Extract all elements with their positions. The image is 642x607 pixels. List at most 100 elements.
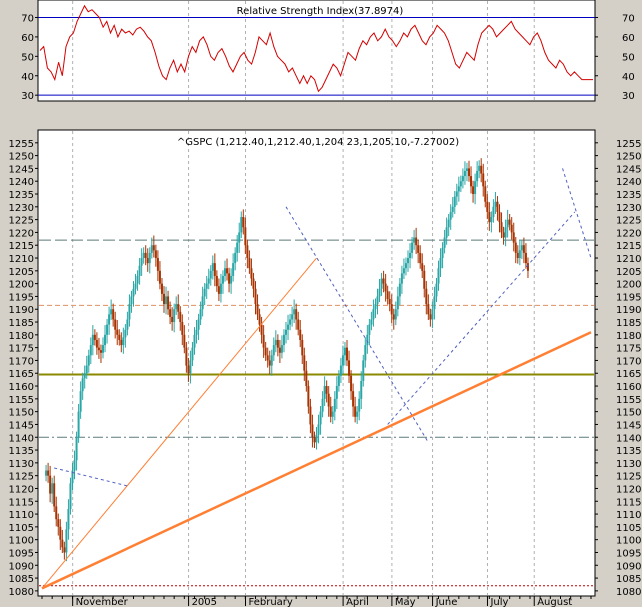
price-candle-body bbox=[45, 470, 48, 476]
price-candle-body bbox=[106, 324, 109, 335]
price-candle-body bbox=[258, 314, 261, 325]
price-candle-body bbox=[461, 176, 464, 182]
price-candle-body bbox=[87, 355, 90, 366]
price-tick-label-left: 1145 bbox=[9, 420, 34, 431]
price-candle-body bbox=[346, 347, 348, 361]
price-tick-label-right: 1170 bbox=[616, 356, 641, 367]
price-tick-label-right: 1090 bbox=[616, 561, 641, 572]
price-candle-body bbox=[83, 373, 86, 379]
price-candle-body bbox=[104, 334, 107, 346]
price-candle-body bbox=[91, 334, 94, 346]
price-tick-label-left: 1170 bbox=[9, 356, 34, 367]
price-candle-body bbox=[95, 339, 98, 348]
price-tick-label-left: 1235 bbox=[9, 190, 34, 201]
price-tick-label-right: 1100 bbox=[616, 536, 641, 547]
price-candle-body bbox=[226, 268, 229, 274]
price-candle-body bbox=[140, 258, 143, 266]
price-candle-body bbox=[75, 437, 78, 461]
price-candle-body bbox=[61, 539, 64, 548]
price-candle-body bbox=[148, 252, 151, 264]
price-tick-label-right: 1215 bbox=[616, 241, 641, 252]
price-candle-body bbox=[486, 201, 489, 212]
price-candle-body bbox=[445, 227, 448, 238]
price-candle-body bbox=[248, 258, 251, 269]
price-candle-body bbox=[465, 168, 468, 171]
price-candle-body bbox=[453, 196, 456, 207]
price-tick-label-left: 1150 bbox=[9, 408, 34, 419]
price-candle-body bbox=[390, 304, 393, 315]
price-tick-label-right: 1160 bbox=[616, 382, 641, 393]
price-candle-body bbox=[89, 345, 92, 356]
rsi-tick-label-right: 30 bbox=[622, 91, 635, 102]
price-candle-body bbox=[122, 337, 125, 346]
price-candle-body bbox=[498, 211, 501, 223]
price-candle-body bbox=[266, 355, 269, 361]
price-candle-body bbox=[221, 275, 224, 284]
rsi-title: Relative Strength Index(37.8974) bbox=[237, 6, 404, 17]
price-candle-body bbox=[171, 316, 174, 323]
price-candle-body bbox=[293, 309, 296, 315]
price-tick-label-left: 1120 bbox=[9, 484, 34, 495]
price-candle-body bbox=[213, 263, 216, 276]
price-candle-body bbox=[372, 309, 375, 320]
price-candle-body bbox=[313, 437, 316, 443]
price-candle-body bbox=[388, 298, 391, 305]
price-candle-body bbox=[150, 245, 153, 253]
price-candle-body bbox=[327, 393, 330, 407]
price-candle-body bbox=[215, 275, 218, 287]
price-candle-body bbox=[348, 360, 351, 376]
price-candle-body bbox=[376, 296, 379, 305]
price-candle-body bbox=[362, 360, 365, 381]
price-tick-label-left: 1210 bbox=[9, 254, 34, 265]
price-tick-label-left: 1215 bbox=[9, 241, 34, 252]
price-candle-body bbox=[297, 319, 300, 330]
x-axis: November 2005 February April May June July Augu… bbox=[41, 596, 592, 607]
price-tick-label-left: 1165 bbox=[9, 369, 34, 380]
price-tick-label-right: 1235 bbox=[616, 190, 641, 201]
price-candle-body bbox=[407, 258, 409, 264]
price-candle-body bbox=[209, 270, 212, 279]
price-candle-body bbox=[116, 329, 119, 335]
price-tick-label-right: 1175 bbox=[616, 344, 641, 355]
price-candle-body bbox=[285, 329, 287, 335]
price-candle-body bbox=[413, 237, 416, 243]
price-candle-body bbox=[205, 283, 208, 289]
price-candle-body bbox=[282, 334, 285, 346]
price-candle-body bbox=[409, 252, 412, 259]
price-tick-label-left: 1245 bbox=[9, 164, 34, 175]
price-candle-body bbox=[217, 286, 220, 294]
price-tick-label-left: 1180 bbox=[9, 331, 34, 342]
price-candle-body bbox=[319, 411, 322, 425]
price-candle-body bbox=[518, 250, 521, 259]
price-candle-body bbox=[325, 386, 328, 394]
price-tick-label-left: 1105 bbox=[9, 523, 34, 534]
price-tick-label-left: 1130 bbox=[9, 459, 34, 470]
price-candle-body bbox=[287, 324, 290, 330]
price-tick-label-left: 1225 bbox=[9, 216, 34, 227]
price-candle-body bbox=[396, 296, 399, 310]
price-candle-body bbox=[179, 311, 182, 323]
price-candle-body bbox=[274, 339, 277, 346]
price-candle-body bbox=[77, 411, 80, 438]
x-axis-label: May bbox=[395, 597, 416, 607]
price-candle-body bbox=[199, 309, 202, 320]
price-candle-body bbox=[526, 263, 529, 271]
price-candle-body bbox=[384, 283, 387, 292]
price-candle-body bbox=[65, 529, 68, 553]
price-tick-label-left: 1125 bbox=[9, 472, 34, 483]
price-candle-body bbox=[431, 309, 434, 320]
price-candle-body bbox=[167, 296, 170, 310]
price-candle-body bbox=[272, 345, 275, 356]
rsi-reference-lines bbox=[38, 16, 595, 96]
price-candle-body bbox=[79, 391, 82, 412]
price-candle-body bbox=[246, 245, 249, 259]
price-candle-body bbox=[289, 319, 292, 325]
price-trend-line bbox=[562, 168, 592, 259]
price-candle-body bbox=[154, 250, 157, 259]
price-candle-body bbox=[435, 283, 438, 297]
price-candle-body bbox=[386, 291, 389, 299]
price-tick-label-right: 1105 bbox=[616, 523, 641, 534]
rsi-tick-label-right: 70 bbox=[622, 13, 635, 24]
price-candle-body bbox=[114, 319, 117, 330]
